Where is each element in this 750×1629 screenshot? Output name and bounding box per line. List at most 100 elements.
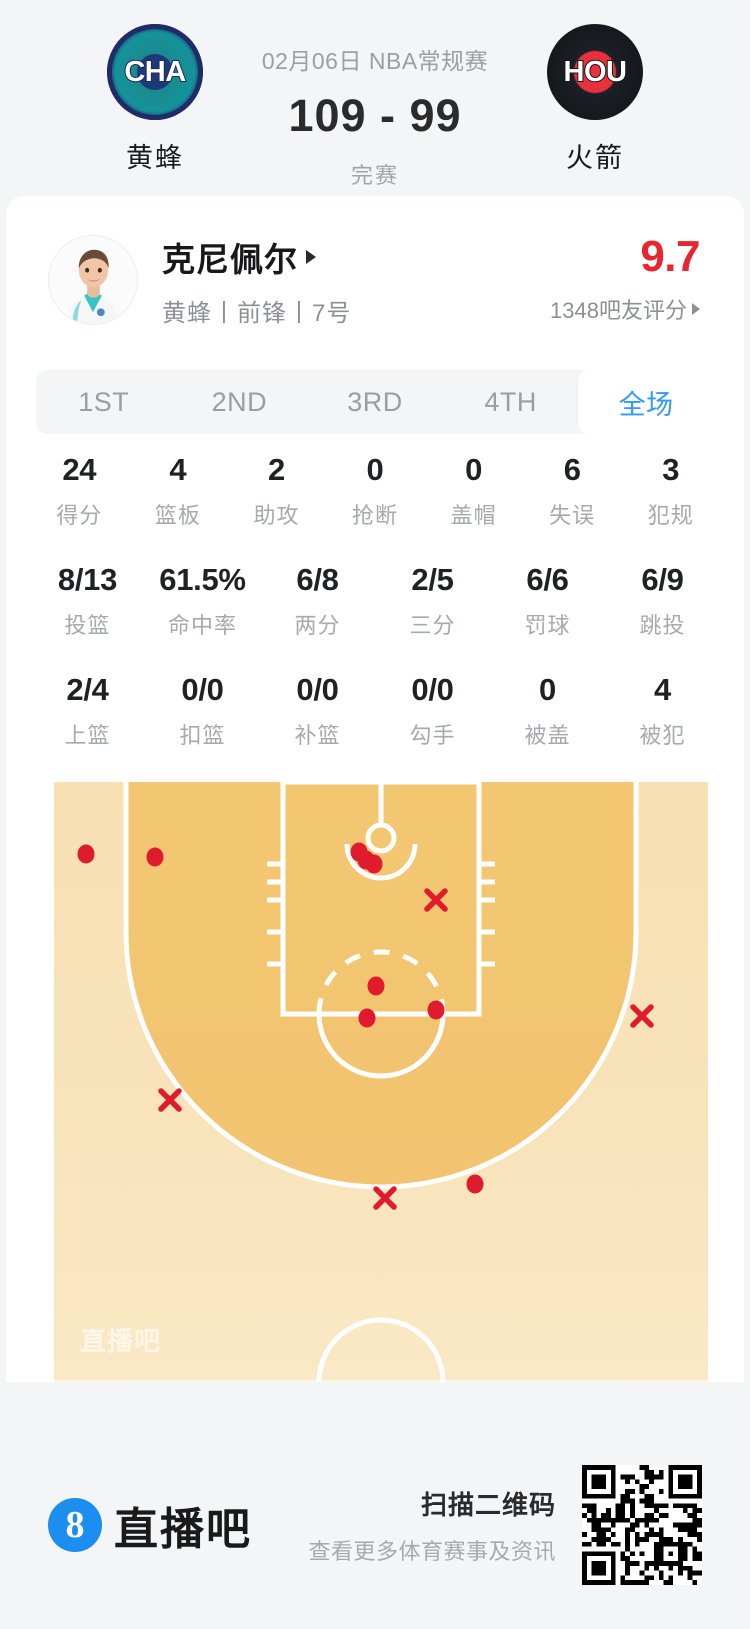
qr-text: 扫描二维码 查看更多体育赛事及资讯 xyxy=(308,1485,556,1566)
tab-3rd[interactable]: 3RD xyxy=(347,386,403,417)
chevron-right-small-icon xyxy=(692,303,700,315)
stat-label: 被盖 xyxy=(524,723,571,748)
stat-field-goals: 8/13 投篮 xyxy=(30,562,145,640)
stat-three-pointers: 2/5 三分 xyxy=(375,562,490,640)
player-rating[interactable]: 9.7 1348吧友评分 xyxy=(550,235,702,325)
stat-label: 助攻 xyxy=(253,503,300,528)
qr-code-icon[interactable] xyxy=(582,1465,702,1585)
brand-logo[interactable]: 8 直播吧 xyxy=(48,1493,308,1557)
stat-tip-ins: 0/0 补篮 xyxy=(260,672,375,750)
stat-label: 投篮 xyxy=(64,613,111,638)
tab-4th[interactable]: 4TH xyxy=(484,386,537,417)
home-team-name: 黄蜂 xyxy=(126,143,184,173)
stat-label: 抢断 xyxy=(352,503,399,528)
stat-value: 2/4 xyxy=(66,672,109,707)
stat-value: 8/13 xyxy=(57,562,118,597)
match-meta: 02月06日 NBA常规赛 xyxy=(261,48,489,74)
stat-points: 24 得分 xyxy=(30,452,129,530)
stat-free-throws: 6/6 罚球 xyxy=(490,562,605,640)
brand-badge-icon: 8 xyxy=(48,1498,102,1552)
stat-blocked: 0 被盖 xyxy=(490,672,605,750)
stat-label: 补篮 xyxy=(294,723,341,748)
away-team-abbr: HOU xyxy=(563,55,628,88)
stat-value: 6/9 xyxy=(641,562,684,597)
stat-label: 上篮 xyxy=(64,723,111,748)
stat-row-shot-types: 2/4 上篮 0/0 扣篮 0/0 补篮 0/0 勾手 0 被盖 xyxy=(30,672,720,750)
stat-value: 4 xyxy=(169,452,187,487)
stat-row-basic: 24 得分 4 篮板 2 助攻 0 抢断 0 盖帽 xyxy=(30,452,720,530)
stat-value: 0 xyxy=(465,452,483,487)
rating-label-row: 1348吧友评分 xyxy=(550,293,700,325)
shot-made-marker xyxy=(358,1008,376,1028)
stat-assists: 2 助攻 xyxy=(227,452,326,530)
tab-2nd[interactable]: 2ND xyxy=(211,386,268,417)
shot-missed-marker xyxy=(630,1004,654,1028)
rockets-logo-icon: HOU xyxy=(547,24,643,120)
tab-full-game[interactable]: 全场 xyxy=(578,370,714,434)
player-detail: 黄蜂丨前锋丨7号 xyxy=(162,299,352,327)
page-title: 克尼佩尔 xyxy=(162,240,298,278)
avatar[interactable] xyxy=(48,235,138,325)
stat-label: 两分 xyxy=(294,613,341,638)
stat-label: 盖帽 xyxy=(450,503,497,528)
stat-value: 0 xyxy=(366,452,384,487)
away-team-name: 火箭 xyxy=(566,143,624,173)
stat-value: 6/6 xyxy=(526,562,569,597)
stat-two-pointers: 6/8 两分 xyxy=(260,562,375,640)
court-watermark: 直播吧 xyxy=(80,1326,161,1356)
stat-value: 2/5 xyxy=(411,562,454,597)
shot-chart[interactable]: 直播吧 xyxy=(54,782,708,1382)
hornets-logo-icon: CHA xyxy=(107,24,203,120)
stat-value: 6 xyxy=(563,452,581,487)
away-team[interactable]: HOU 火箭 xyxy=(500,20,690,175)
player-header: 克尼佩尔 黄蜂丨前锋丨7号 9.7 1348吧友评分 xyxy=(6,196,744,328)
stat-fouled: 4 被犯 xyxy=(605,672,720,750)
stat-label: 扣篮 xyxy=(179,723,226,748)
stat-value: 61.5% xyxy=(159,562,246,597)
qr-subtitle: 查看更多体育赛事及资讯 xyxy=(308,1538,556,1564)
stat-table: 24 得分 4 篮板 2 助攻 0 抢断 0 盖帽 xyxy=(6,452,744,750)
stat-value: 6/8 xyxy=(296,562,339,597)
stat-label: 犯规 xyxy=(647,503,694,528)
stat-label: 跳投 xyxy=(639,613,686,638)
qr-code-image xyxy=(582,1465,702,1585)
stat-dunks: 0/0 扣篮 xyxy=(145,672,260,750)
basketball-court-icon: 直播吧 xyxy=(54,782,708,1382)
player-name-row[interactable]: 克尼佩尔 xyxy=(162,233,550,281)
stat-rebounds: 4 篮板 xyxy=(129,452,228,530)
stat-label: 命中率 xyxy=(167,613,237,638)
stat-value: 0/0 xyxy=(181,672,224,707)
period-tabs: 1ST 2ND 3RD 4TH 全场 xyxy=(36,370,714,434)
shot-made-marker xyxy=(365,854,383,874)
shot-made-marker xyxy=(146,847,164,867)
stat-jump-shots: 6/9 跳投 xyxy=(605,562,720,640)
shot-missed-marker xyxy=(158,1088,182,1112)
shot-missed-marker xyxy=(373,1186,397,1210)
stat-layups: 2/4 上篮 xyxy=(30,672,145,750)
stat-value: 0/0 xyxy=(296,672,339,707)
tab-1st[interactable]: 1ST xyxy=(78,386,130,417)
shot-made-marker xyxy=(367,976,385,996)
stat-label: 得分 xyxy=(56,503,103,528)
match-status: 完赛 xyxy=(350,163,399,188)
stat-label: 勾手 xyxy=(409,723,456,748)
stat-value: 0 xyxy=(539,672,556,707)
match-score: 109 - 99 xyxy=(288,90,462,141)
stat-value: 0/0 xyxy=(411,672,454,707)
stat-label: 篮板 xyxy=(154,503,201,528)
stat-turnovers: 6 失误 xyxy=(523,452,622,530)
stat-value: 4 xyxy=(654,672,671,707)
stat-fg-percent: 61.5% 命中率 xyxy=(145,562,260,640)
shot-made-marker xyxy=(466,1174,484,1194)
stat-label: 罚球 xyxy=(524,613,571,638)
brand-name: 直播吧 xyxy=(114,1505,252,1554)
stat-value: 24 xyxy=(62,452,97,487)
home-team[interactable]: CHA 黄蜂 xyxy=(60,20,250,175)
stat-value: 2 xyxy=(267,452,285,487)
chevron-right-icon xyxy=(306,249,316,264)
scoreboard: CHA 黄蜂 02月06日 NBA常规赛 109 - 99 完赛 HOU 火箭 xyxy=(0,0,750,196)
player-photo-icon xyxy=(49,236,137,324)
stat-label: 三分 xyxy=(409,613,456,638)
shot-missed-marker xyxy=(424,888,448,912)
stat-label: 被犯 xyxy=(639,723,686,748)
